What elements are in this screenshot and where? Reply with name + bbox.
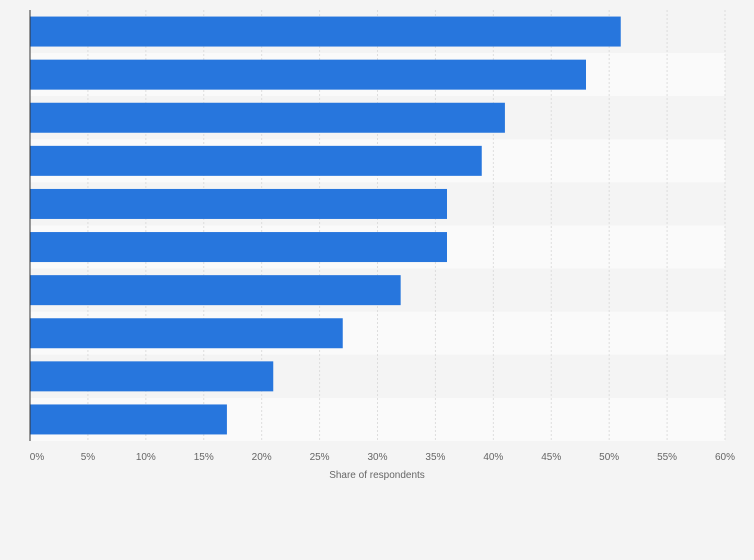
bar[interactable] [30, 232, 447, 263]
x-tick-label: 50% [599, 452, 619, 463]
bar[interactable] [30, 188, 447, 219]
x-tick-label: 0% [30, 452, 45, 463]
x-tick-label: 25% [310, 452, 330, 463]
bar[interactable] [30, 318, 343, 349]
bar[interactable] [30, 404, 227, 435]
x-tick-labels: 0% 5% 10% 15% 20% 25% 30% 35% 40% 45% 50% 55% 60% [30, 452, 735, 463]
x-tick-label: 45% [541, 452, 561, 463]
x-tick-label: 55% [657, 452, 677, 463]
x-tick-label: 10% [136, 452, 156, 463]
x-tick-label: 35% [425, 452, 445, 463]
bar[interactable] [30, 145, 482, 176]
x-axis-label: Share of respondents [329, 470, 425, 481]
bars [30, 16, 621, 435]
x-tick-label: 5% [81, 452, 96, 463]
bar[interactable] [30, 59, 586, 90]
bar[interactable] [30, 275, 401, 306]
x-tick-label: 30% [367, 452, 387, 463]
x-tick-label: 40% [483, 452, 503, 463]
bar[interactable] [30, 361, 274, 392]
bar[interactable] [30, 102, 505, 133]
x-tick-label: 15% [194, 452, 214, 463]
x-tick-label: 20% [252, 452, 272, 463]
x-tick-label: 60% [715, 452, 735, 463]
bar[interactable] [30, 16, 621, 47]
